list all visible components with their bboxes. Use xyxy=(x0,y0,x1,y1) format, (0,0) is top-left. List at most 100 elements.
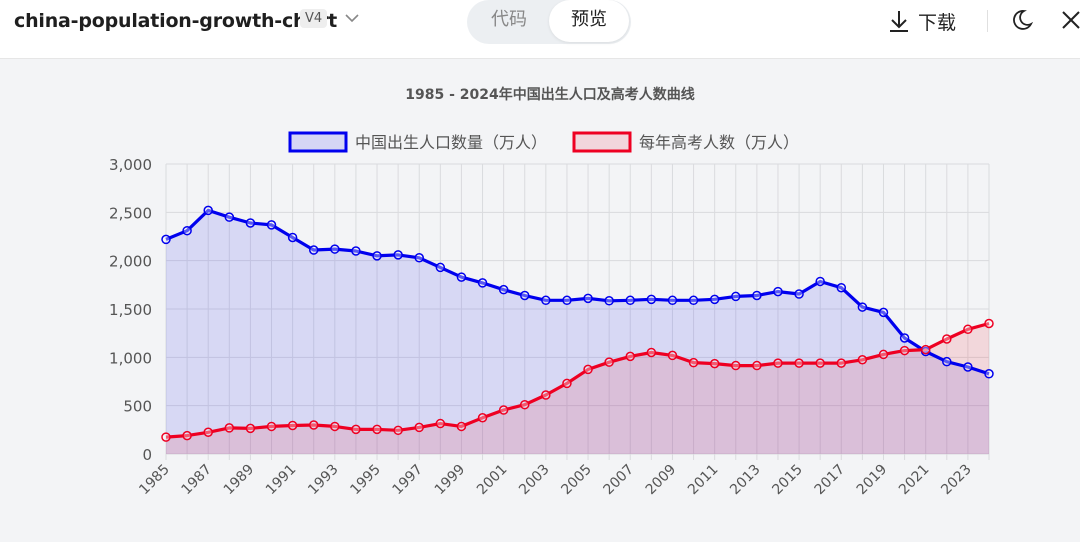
x-tick-label: 1987 xyxy=(179,462,216,499)
data-point[interactable] xyxy=(920,344,931,355)
data-point[interactable] xyxy=(899,333,910,343)
data-point[interactable] xyxy=(182,225,192,236)
y-tick-label: 1,500 xyxy=(109,301,152,319)
x-tick-label: 2017 xyxy=(812,462,849,499)
data-point[interactable] xyxy=(330,421,340,432)
tab-preview[interactable]: 预览 xyxy=(549,0,629,42)
data-point[interactable] xyxy=(498,284,509,295)
data-point[interactable] xyxy=(625,351,636,362)
data-point[interactable] xyxy=(414,422,424,433)
data-point[interactable] xyxy=(942,356,952,367)
data-point[interactable] xyxy=(393,425,403,436)
data-point[interactable] xyxy=(731,360,741,371)
data-point[interactable] xyxy=(857,355,868,365)
y-tick-label: 500 xyxy=(123,398,152,416)
data-point[interactable] xyxy=(942,334,952,344)
data-point[interactable] xyxy=(731,291,741,302)
data-point[interactable] xyxy=(646,294,657,305)
data-point[interactable] xyxy=(372,251,382,261)
data-point[interactable] xyxy=(899,345,910,356)
moon-icon[interactable] xyxy=(1010,8,1034,32)
data-point[interactable] xyxy=(984,369,994,379)
data-point[interactable] xyxy=(963,362,973,372)
data-point[interactable] xyxy=(984,318,994,329)
data-point[interactable] xyxy=(878,349,889,360)
data-point[interactable] xyxy=(878,307,889,318)
data-point[interactable] xyxy=(414,253,424,263)
x-tick-label: 1993 xyxy=(305,462,342,499)
grid xyxy=(165,163,990,460)
top-bar: china-population-growth-chart V4 代码 预览 下… xyxy=(0,0,1080,59)
data-point[interactable] xyxy=(815,358,825,368)
tab-code[interactable]: 代码 xyxy=(491,9,527,30)
close-icon[interactable] xyxy=(1060,9,1080,31)
data-point[interactable] xyxy=(604,357,614,367)
data-point[interactable] xyxy=(667,350,678,361)
data-point[interactable] xyxy=(308,420,319,430)
data-point[interactable] xyxy=(351,246,361,256)
series-area-1 xyxy=(166,323,989,454)
data-point[interactable] xyxy=(519,399,530,410)
data-point[interactable] xyxy=(709,358,720,369)
data-point[interactable] xyxy=(351,424,361,435)
data-point[interactable] xyxy=(709,294,720,305)
data-point[interactable] xyxy=(330,244,340,254)
data-point[interactable] xyxy=(815,276,825,287)
data-point[interactable] xyxy=(477,413,488,423)
data-point[interactable] xyxy=(794,358,804,368)
chevron-down-icon[interactable] xyxy=(344,12,360,24)
data-point[interactable] xyxy=(393,250,403,260)
data-point[interactable] xyxy=(456,421,467,432)
data-point[interactable] xyxy=(646,347,657,358)
version-badge[interactable]: V4 xyxy=(300,9,328,28)
data-point[interactable] xyxy=(773,358,783,368)
data-point[interactable] xyxy=(667,295,678,306)
data-point[interactable] xyxy=(266,220,277,230)
data-point[interactable] xyxy=(583,293,593,304)
data-point[interactable] xyxy=(224,212,235,222)
data-point[interactable] xyxy=(435,262,446,273)
data-point[interactable] xyxy=(794,289,804,299)
y-tick-label: 2,500 xyxy=(109,204,152,222)
x-tick-label: 2001 xyxy=(474,462,511,499)
data-point[interactable] xyxy=(625,295,636,306)
data-point[interactable] xyxy=(604,296,614,306)
data-point[interactable] xyxy=(562,378,572,389)
data-point[interactable] xyxy=(435,418,446,429)
data-point[interactable] xyxy=(308,245,319,255)
data-point[interactable] xyxy=(773,286,783,297)
data-point[interactable] xyxy=(287,420,298,431)
data-point[interactable] xyxy=(498,405,509,415)
data-point[interactable] xyxy=(161,432,171,442)
data-point[interactable] xyxy=(182,430,192,441)
legend-item-birth[interactable]: 中国出生人口数量（万人） xyxy=(288,131,547,153)
data-point[interactable] xyxy=(752,360,762,371)
data-point[interactable] xyxy=(224,423,235,433)
data-point[interactable] xyxy=(477,278,488,288)
data-point[interactable] xyxy=(245,423,256,434)
data-point[interactable] xyxy=(245,218,256,228)
data-point[interactable] xyxy=(562,295,572,306)
data-point[interactable] xyxy=(203,205,213,216)
data-point[interactable] xyxy=(688,357,699,368)
legend-item-exam[interactable]: 每年高考人数（万人） xyxy=(572,131,799,153)
x-tick-label: 2015 xyxy=(769,462,806,499)
data-point[interactable] xyxy=(688,295,699,306)
data-point[interactable] xyxy=(541,390,551,400)
data-point[interactable] xyxy=(266,421,277,432)
data-point[interactable] xyxy=(963,324,973,335)
data-point[interactable] xyxy=(456,272,467,282)
data-point[interactable] xyxy=(287,232,298,243)
data-point[interactable] xyxy=(541,295,551,306)
data-point[interactable] xyxy=(857,302,868,312)
data-point[interactable] xyxy=(161,234,171,245)
download-button[interactable]: 下载 xyxy=(888,6,956,36)
data-point[interactable] xyxy=(752,290,762,301)
data-point[interactable] xyxy=(203,427,213,437)
data-point[interactable] xyxy=(519,290,530,301)
toolbar-divider xyxy=(987,10,988,32)
data-point[interactable] xyxy=(372,424,382,435)
data-point[interactable] xyxy=(836,282,847,293)
data-point[interactable] xyxy=(583,364,593,375)
data-point[interactable] xyxy=(836,358,847,368)
